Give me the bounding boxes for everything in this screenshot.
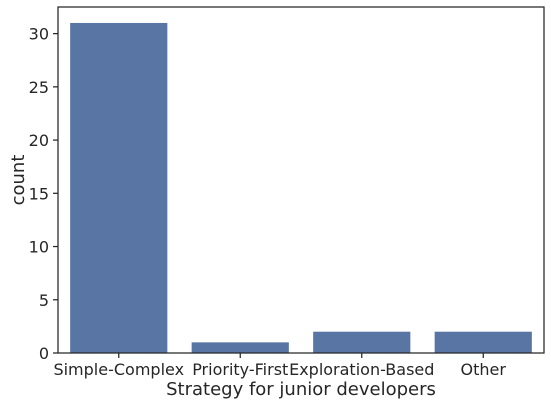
y-tick-label: 25 xyxy=(29,78,49,97)
y-tick-label: 30 xyxy=(29,25,49,44)
bar-simple-complex xyxy=(70,22,168,353)
y-axis-label: count xyxy=(8,155,29,206)
y-tick-label: 20 xyxy=(29,131,49,150)
x-tick-label: Other xyxy=(461,360,507,379)
y-axis-ticks: 0 5 10 15 20 25 30 xyxy=(29,25,58,363)
x-tick-label: Priority-First xyxy=(192,360,288,379)
bar-exploration-based xyxy=(313,331,411,353)
x-axis-label: Strategy for junior developers xyxy=(166,379,436,400)
bar-priority-first xyxy=(191,342,289,353)
y-tick-label: 0 xyxy=(39,344,49,363)
y-tick-label: 5 xyxy=(39,291,49,310)
y-tick-label: 15 xyxy=(29,184,49,203)
plot-frame xyxy=(57,6,545,354)
x-tick-label: Exploration-Based xyxy=(289,360,434,379)
x-axis-ticks: Simple-Complex Priority-First Exploration-… xyxy=(53,353,506,379)
y-tick-label: 10 xyxy=(29,238,49,257)
x-tick-label: Simple-Complex xyxy=(53,360,184,379)
bars-group xyxy=(70,22,532,353)
bar-other xyxy=(434,331,532,353)
